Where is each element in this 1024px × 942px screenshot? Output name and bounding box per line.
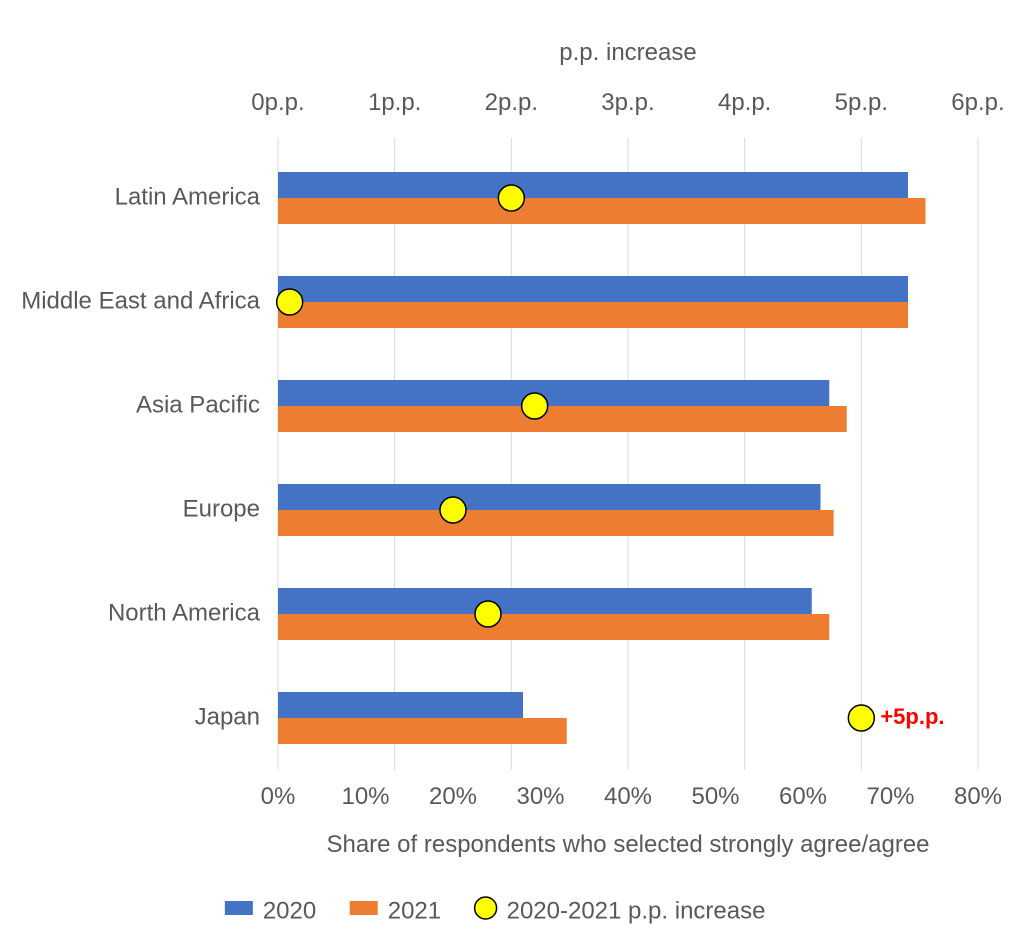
top-axis-tick-label: 4p.p. — [718, 89, 771, 116]
bottom-axis: 0% 10% 20% 30% 40% 50% 60% 70% 80% Share of respo… — [261, 783, 1002, 858]
chart-svg: +5p.p. Latin America Middle East and Afric… — [0, 0, 1024, 942]
bottom-axis-tick-label: 80% — [954, 783, 1002, 810]
bar-2021-1 — [278, 302, 908, 328]
bar-2021-4 — [278, 614, 829, 640]
legend-marker — [475, 897, 497, 919]
top-axis-tick-label: 1p.p. — [368, 89, 421, 116]
pp-marker-label: +5p.p. — [880, 704, 944, 729]
legend-swatch — [350, 901, 378, 915]
bar-2021-2 — [278, 406, 847, 432]
top-axis: 0p.p. 1p.p. 2p.p. 3p.p. 4p.p. 5p.p. 6p.p. p.p. … — [251, 39, 1004, 116]
pp-marker-3 — [440, 497, 466, 523]
bottom-axis-tick-label: 0% — [261, 783, 296, 810]
top-axis-title: p.p. increase — [559, 39, 696, 66]
bottom-axis-tick-label: 10% — [341, 783, 389, 810]
bottom-axis-tick-label: 30% — [516, 783, 564, 810]
pp-markers: +5p.p. — [277, 185, 945, 731]
bar-2020-5 — [278, 692, 523, 718]
pp-marker-2 — [522, 393, 548, 419]
top-axis-tick-label: 3p.p. — [601, 89, 654, 116]
category-label: Europe — [183, 495, 260, 522]
bar-2020-0 — [278, 172, 908, 198]
bar-2020-4 — [278, 588, 812, 614]
legend-swatch — [225, 901, 253, 915]
bottom-axis-title: Share of respondents who selected strong… — [326, 831, 929, 858]
pp-marker-4 — [475, 601, 501, 627]
bottom-axis-tick-label: 20% — [429, 783, 477, 810]
pp-marker-5 — [848, 705, 874, 731]
bar-2020-3 — [278, 484, 821, 510]
top-axis-tick-label: 5p.p. — [835, 89, 888, 116]
legend-label: 2020 — [263, 897, 316, 924]
bar-2020-2 — [278, 380, 829, 406]
bottom-axis-tick-label: 60% — [779, 783, 827, 810]
legend: 2020 2021 2020-2021 p.p. increase — [225, 897, 766, 924]
bars — [278, 172, 926, 744]
pp-marker-0 — [498, 185, 524, 211]
bar-2021-5 — [278, 718, 567, 744]
bar-2021-3 — [278, 510, 834, 536]
bottom-axis-tick-label: 40% — [604, 783, 652, 810]
top-axis-tick-label: 2p.p. — [485, 89, 538, 116]
bar-2021-0 — [278, 198, 926, 224]
grouped-bar-chart: +5p.p. Latin America Middle East and Afric… — [0, 0, 1024, 942]
category-labels: Latin America Middle East and Africa Asia … — [21, 183, 260, 730]
top-axis-tick-label: 0p.p. — [251, 89, 304, 116]
category-label: Japan — [195, 703, 260, 730]
legend-label: 2021 — [388, 897, 441, 924]
gridlines — [278, 138, 978, 770]
category-label: North America — [108, 599, 261, 626]
bottom-axis-tick-label: 50% — [691, 783, 739, 810]
pp-marker-1 — [277, 289, 303, 315]
category-label: Asia Pacific — [136, 391, 260, 418]
legend-label: 2020-2021 p.p. increase — [507, 897, 766, 924]
bar-2020-1 — [278, 276, 908, 302]
category-label: Latin America — [115, 183, 261, 210]
bottom-axis-tick-label: 70% — [866, 783, 914, 810]
top-axis-tick-label: 6p.p. — [951, 89, 1004, 116]
category-label: Middle East and Africa — [21, 287, 260, 314]
